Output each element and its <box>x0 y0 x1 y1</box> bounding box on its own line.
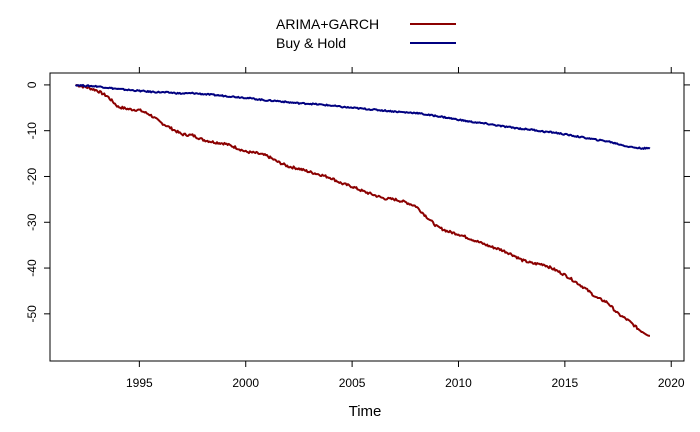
y-tick-label: -40 <box>25 259 39 277</box>
x-axis: 1995 2000 2005 2010 2015 2020 <box>126 67 685 390</box>
y-tick-label: -20 <box>25 167 39 185</box>
x-tick-label: 2000 <box>232 376 259 390</box>
legend-label: Buy & Hold <box>276 35 346 51</box>
y-axis: 0 -10 -20 -30 -40 -50 <box>25 81 690 323</box>
x-tick-label: 1995 <box>126 376 153 390</box>
x-tick-label: 2010 <box>445 376 472 390</box>
y-tick-label: 0 <box>25 81 39 88</box>
series-line-arima-garch <box>75 83 650 337</box>
series-line-buy-and-hold <box>74 83 651 150</box>
x-tick-label: 2005 <box>339 376 366 390</box>
plot-frame <box>49 72 685 362</box>
y-tick-label: -10 <box>25 122 39 140</box>
legend: ARIMA+GARCH Buy & Hold <box>276 16 456 51</box>
x-tick-label: 2020 <box>658 376 685 390</box>
legend-label: ARIMA+GARCH <box>276 16 379 32</box>
y-tick-label: -30 <box>25 213 39 231</box>
series-layer <box>74 83 651 337</box>
y-tick-label: -50 <box>25 305 39 323</box>
x-axis-title: Time <box>349 403 382 420</box>
x-tick-label: 2015 <box>552 376 579 390</box>
